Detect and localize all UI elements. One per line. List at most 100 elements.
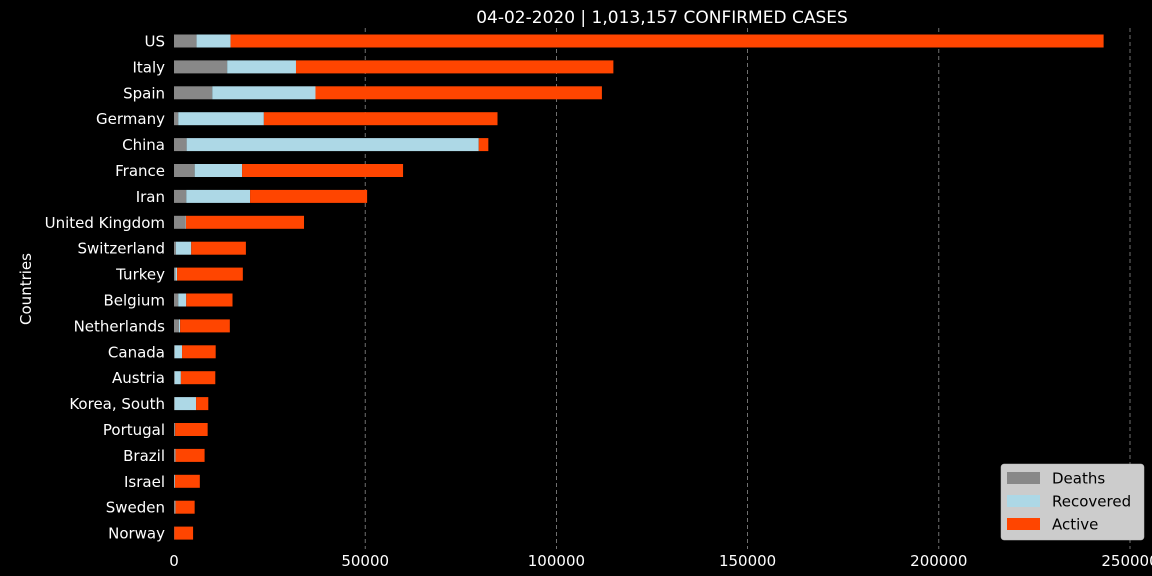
chart-title: 04-02-2020 | 1,013,157 CONFIRMED CASES <box>476 8 848 28</box>
bar-recovered-germany[interactable] <box>178 112 264 126</box>
bar-active-united-kingdom[interactable] <box>185 215 305 229</box>
bar-row-sweden <box>174 500 195 514</box>
x-tick-label: 0 <box>169 552 179 570</box>
y-tick-label: Iran <box>136 188 165 206</box>
bar-active-germany[interactable] <box>263 112 498 126</box>
bar-recovered-france[interactable] <box>194 164 243 177</box>
bar-active-turkey[interactable] <box>177 267 243 281</box>
bar-recovered-korea-south[interactable] <box>174 397 197 411</box>
bar-recovered-belgium[interactable] <box>178 293 187 307</box>
y-tick-label: Brazil <box>123 447 165 465</box>
bar-deaths-sweden[interactable] <box>174 500 176 514</box>
y-tick-label: France <box>115 162 165 180</box>
bar-deaths-france[interactable] <box>174 164 195 177</box>
bar-layer <box>174 34 1104 540</box>
bar-row-brazil <box>174 448 205 462</box>
bar-recovered-turkey[interactable] <box>175 267 178 281</box>
bar-recovered-us[interactable] <box>196 34 231 48</box>
bar-row-netherlands <box>174 319 230 333</box>
y-axis: US Italy Spain Germany China France Iran United… <box>45 33 166 543</box>
bar-active-switzerland[interactable] <box>191 241 246 255</box>
y-tick-label: Belgium <box>104 292 166 310</box>
bar-recovered-china[interactable] <box>186 138 479 152</box>
bar-active-china[interactable] <box>478 138 489 152</box>
legend-swatch-deaths <box>1007 472 1040 484</box>
bar-row-korea-south <box>174 397 209 411</box>
bar-active-netherlands[interactable] <box>180 319 230 333</box>
bar-deaths-korea-south[interactable] <box>174 397 175 411</box>
bar-active-austria[interactable] <box>180 371 216 385</box>
y-tick-label: Switzerland <box>78 240 166 258</box>
bar-row-norway <box>174 526 194 540</box>
bar-active-spain[interactable] <box>315 86 602 100</box>
bar-active-canada[interactable] <box>182 345 216 359</box>
bar-deaths-iran[interactable] <box>174 189 187 203</box>
bar-row-switzerland <box>174 241 246 255</box>
bar-deaths-switzerland[interactable] <box>174 241 176 255</box>
bar-deaths-netherlands[interactable] <box>174 319 179 333</box>
bar-active-iran[interactable] <box>250 189 368 203</box>
bar-recovered-israel[interactable] <box>174 474 175 488</box>
y-tick-label: China <box>122 136 165 154</box>
bar-deaths-us[interactable] <box>174 34 197 48</box>
bar-deaths-canada[interactable] <box>174 345 175 359</box>
bar-row-belgium <box>174 293 233 307</box>
bar-row-china <box>174 138 489 152</box>
bar-active-us[interactable] <box>230 34 1104 48</box>
y-tick-label: Turkey <box>115 266 165 284</box>
y-tick-label: Portugal <box>103 421 165 439</box>
x-tick-label: 200000 <box>910 552 967 570</box>
bar-row-france <box>174 164 404 177</box>
y-tick-label: Sweden <box>106 499 165 517</box>
bar-recovered-spain[interactable] <box>212 86 316 100</box>
legend-label-deaths: Deaths <box>1052 470 1105 488</box>
bar-deaths-belgium[interactable] <box>174 293 179 307</box>
bar-active-brazil[interactable] <box>175 448 205 462</box>
bar-deaths-united-kingdom[interactable] <box>174 215 186 229</box>
bar-active-israel[interactable] <box>174 474 200 488</box>
bar-active-italy[interactable] <box>295 60 614 74</box>
bar-row-austria <box>174 371 216 385</box>
bar-recovered-canada[interactable] <box>174 345 183 359</box>
bar-row-israel <box>174 474 200 488</box>
bar-row-portugal <box>174 423 208 436</box>
bar-recovered-united-kingdom[interactable] <box>185 215 186 229</box>
legend-swatch-recovered <box>1007 495 1040 507</box>
bar-recovered-iran[interactable] <box>186 189 251 203</box>
bar-recovered-netherlands[interactable] <box>178 319 181 333</box>
legend[interactable]: Deaths Recovered Active <box>1000 463 1145 541</box>
bar-active-korea-south[interactable] <box>196 397 209 411</box>
bar-active-belgium[interactable] <box>186 293 233 307</box>
y-tick-label: US <box>144 33 165 51</box>
y-tick-label: Canada <box>108 343 165 361</box>
y-tick-label: Italy <box>132 58 165 76</box>
bar-deaths-austria[interactable] <box>174 371 175 385</box>
legend-label-active: Active <box>1052 516 1098 534</box>
bar-active-sweden[interactable] <box>175 500 195 514</box>
bar-recovered-italy[interactable] <box>227 60 296 74</box>
bar-deaths-spain[interactable] <box>174 86 213 100</box>
y-tick-label: Germany <box>96 110 165 128</box>
y-tick-label: Israel <box>124 473 165 491</box>
bar-active-france[interactable] <box>242 164 404 177</box>
bar-row-spain <box>174 86 602 100</box>
bar-active-norway[interactable] <box>174 526 194 540</box>
x-tick-label: 250000 <box>1101 552 1152 570</box>
bar-deaths-turkey[interactable] <box>174 267 176 281</box>
bar-deaths-italy[interactable] <box>174 60 228 74</box>
bar-row-germany <box>174 112 498 126</box>
bar-deaths-china[interactable] <box>174 138 187 152</box>
bar-row-italy <box>174 60 614 74</box>
legend-swatch-active <box>1007 518 1040 530</box>
bar-deaths-germany[interactable] <box>174 112 179 126</box>
bar-recovered-austria[interactable] <box>174 371 181 385</box>
y-axis-label: Countries <box>17 253 35 325</box>
bar-deaths-portugal[interactable] <box>174 423 175 436</box>
bar-active-portugal[interactable] <box>175 423 208 436</box>
bar-deaths-brazil[interactable] <box>174 448 176 462</box>
y-tick-label: Austria <box>112 369 165 387</box>
y-tick-label: Spain <box>123 84 165 102</box>
bar-recovered-switzerland[interactable] <box>175 241 192 255</box>
bar-row-canada <box>174 345 216 359</box>
